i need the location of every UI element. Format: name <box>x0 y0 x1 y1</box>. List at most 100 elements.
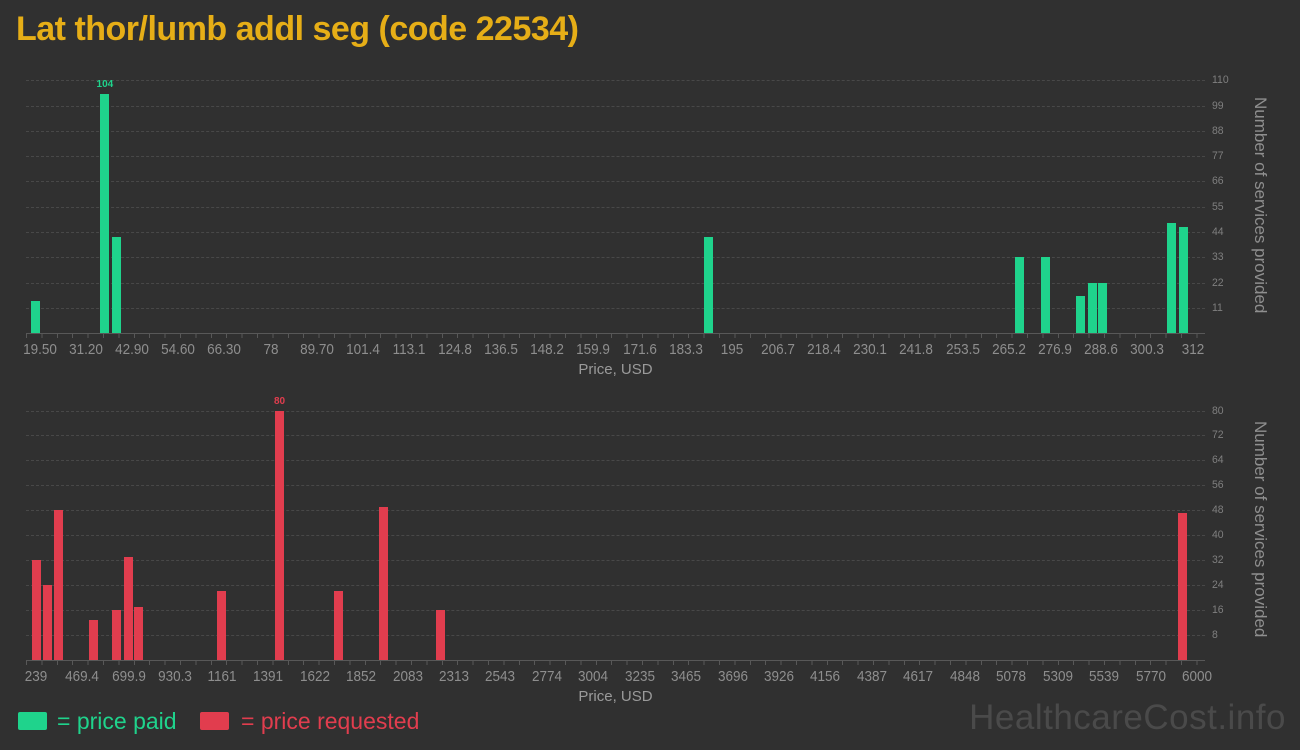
price-requested-bar[interactable] <box>88 619 98 660</box>
gridline <box>26 610 1205 612</box>
y-tick-label: 66 <box>1212 175 1224 188</box>
x-tick-label: 171.6 <box>622 341 657 358</box>
x-tick-label: 4156 <box>810 668 841 685</box>
y-axis-title: Number of services provided <box>1251 420 1270 638</box>
x-tick-label: 288.6 <box>1083 341 1118 358</box>
gridline <box>26 80 1205 82</box>
price-paid-bar[interactable] <box>703 236 713 333</box>
x-tick-label: 276.9 <box>1037 341 1072 358</box>
x-tick-label: 183.3 <box>668 341 703 358</box>
plot-area: 80 <box>26 396 1205 665</box>
gridline <box>26 282 1205 284</box>
price-paid-bar[interactable] <box>100 94 110 333</box>
y-tick-label: 64 <box>1212 454 1224 467</box>
price-requested-legend-label: = price requested <box>241 708 420 734</box>
x-tick-label: 469.4 <box>65 668 100 685</box>
x-axis-line <box>26 333 1205 334</box>
x-tick-label: 5539 <box>1088 668 1120 685</box>
price-paid-bar[interactable] <box>1015 257 1025 333</box>
x-tick-label: 218.4 <box>807 341 841 358</box>
x-tick-label: 239 <box>24 668 48 685</box>
y-tick-label: 48 <box>1212 504 1224 517</box>
price-paid-bar[interactable] <box>1076 296 1086 333</box>
price-paid-legend-label: = price paid <box>57 708 177 734</box>
gridline <box>26 156 1205 158</box>
gridline <box>26 105 1205 107</box>
x-tick-label: 241.8 <box>899 341 934 358</box>
gridline <box>26 130 1205 132</box>
price-paid-bar[interactable] <box>1178 227 1188 333</box>
price-requested-bar[interactable] <box>31 560 41 660</box>
x-axis-ticks <box>26 334 1205 338</box>
price-paid-bar[interactable] <box>1040 257 1050 333</box>
x-tick-label: 3465 <box>670 668 702 685</box>
gridline <box>26 585 1205 587</box>
x-tick-label: 1391 <box>252 668 284 685</box>
x-tick-label: 113.1 <box>392 341 426 358</box>
price-paid-bar[interactable] <box>1098 282 1107 333</box>
y-tick-label: 72 <box>1212 429 1224 442</box>
y-tick-label: 88 <box>1212 124 1224 137</box>
price-requested-bar[interactable] <box>123 557 133 660</box>
price-paid-bar[interactable] <box>31 300 41 333</box>
x-axis-title: Price, USD <box>578 361 653 378</box>
x-axis-title: Price, USD <box>578 688 653 705</box>
gridline <box>26 560 1205 562</box>
x-tick-label: 136.5 <box>484 341 518 358</box>
legend: = price paid = price requested <box>0 708 1300 738</box>
bar-value-label: 104 <box>96 79 114 91</box>
x-tick-label: 195 <box>720 341 744 358</box>
y-tick-label: 24 <box>1212 579 1224 592</box>
y-tick-label: 40 <box>1212 529 1224 542</box>
price-paid-chart: 104 110 99 88 77 66 55 44 33 22 11 19.50 31.20 42.90 5… <box>0 74 1300 393</box>
x-tick-label: 3696 <box>717 668 748 685</box>
price-requested-bar[interactable] <box>333 591 343 660</box>
price-paid-swatch <box>18 712 47 730</box>
x-tick-label: 31.20 <box>68 341 103 358</box>
x-tick-label: 6000 <box>1181 668 1212 685</box>
x-tick-label: 206.7 <box>761 341 795 358</box>
gridline <box>26 460 1205 462</box>
price-requested-bar[interactable] <box>1178 513 1188 660</box>
x-tick-label: 5770 <box>1135 668 1166 685</box>
price-requested-bar[interactable] <box>275 410 284 660</box>
y-tick-label: 11 <box>1212 301 1223 314</box>
price-requested-bar[interactable] <box>378 507 388 660</box>
x-tick-label: 42.90 <box>115 341 149 358</box>
x-tick-label: 3926 <box>763 668 794 685</box>
x-tick-label: 253.5 <box>945 341 980 358</box>
x-axis-ticks <box>26 661 1205 665</box>
x-tick-label: 2313 <box>438 668 469 685</box>
y-tick-label: 44 <box>1212 225 1224 238</box>
gridline <box>26 410 1205 412</box>
price-paid-bar[interactable] <box>112 236 122 333</box>
price-requested-chart: 80 80 72 64 56 48 40 32 24 16 8 239 469.4 699.9 930.3 1… <box>0 396 1300 720</box>
gridline <box>26 206 1205 208</box>
x-tick-label: 2083 <box>392 668 423 685</box>
x-tick-label: 4848 <box>949 668 980 685</box>
y-tick-label: 33 <box>1212 251 1224 264</box>
x-tick-label: 312 <box>1181 341 1205 358</box>
price-requested-bar[interactable] <box>134 607 143 660</box>
x-tick-label: 19.50 <box>22 341 57 358</box>
page-title: Lat thor/lumb addl seg (code 22534) <box>16 10 579 48</box>
price-paid-bar[interactable] <box>1088 282 1098 333</box>
x-tick-label: 4387 <box>856 668 887 685</box>
price-requested-bar[interactable] <box>112 610 122 660</box>
y-axis-title: Number of services provided <box>1251 97 1270 314</box>
x-tick-label: 5309 <box>1042 668 1073 685</box>
price-paid-bar[interactable] <box>1167 222 1176 333</box>
x-tick-label: 124.8 <box>438 341 472 358</box>
y-tick-label: 55 <box>1212 200 1224 213</box>
price-requested-bar[interactable] <box>42 585 52 660</box>
price-requested-bar[interactable] <box>216 591 226 660</box>
price-requested-bar[interactable] <box>436 610 446 660</box>
y-tick-label: 77 <box>1212 150 1224 163</box>
x-tick-label: 1161 <box>207 668 237 685</box>
watermark: HealthcareCost.info <box>969 698 1286 737</box>
gridline <box>26 435 1205 437</box>
price-requested-bar[interactable] <box>54 510 64 660</box>
x-tick-label: 930.3 <box>158 668 193 685</box>
y-tick-label: 80 <box>1212 404 1224 417</box>
